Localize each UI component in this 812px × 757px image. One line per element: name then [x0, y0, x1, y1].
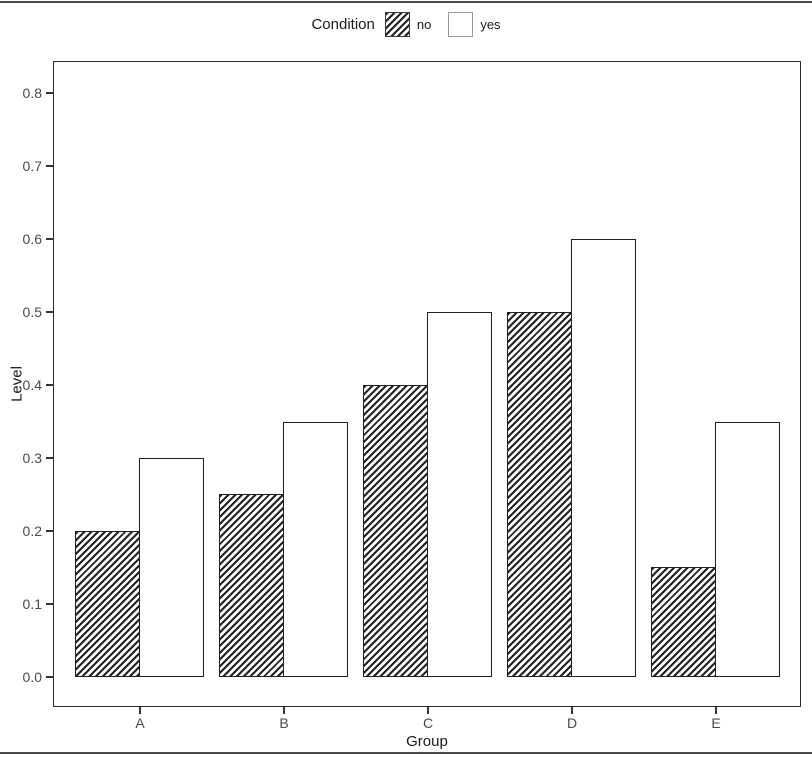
bar-no-D — [507, 312, 572, 677]
bar-yes-C — [427, 312, 492, 677]
y-axis-tick — [46, 530, 54, 532]
legend-title: Condition — [311, 15, 375, 33]
bar-no-B — [219, 494, 284, 677]
y-axis-tick-label: 0.1 — [22, 596, 42, 612]
y-axis-tick-label: 0.2 — [22, 523, 42, 539]
legend-label-no: no — [416, 16, 432, 32]
y-axis-tick-label: 0.4 — [22, 377, 42, 393]
x-axis-tick — [427, 707, 429, 714]
bar-yes-E — [715, 422, 780, 677]
y-axis-tick-label: 0.3 — [22, 450, 42, 466]
y-axis-tick — [46, 311, 54, 313]
bar-no-A — [75, 531, 140, 677]
y-axis-tick-label: 0.0 — [22, 669, 42, 685]
top-rule — [0, 1, 812, 3]
bottom-rule — [0, 752, 812, 754]
x-axis-tick-label: A — [135, 715, 145, 731]
y-axis-title: Level — [8, 366, 26, 402]
y-axis-tick — [46, 457, 54, 459]
x-axis-tick-label: B — [279, 715, 289, 731]
y-axis-tick-label: 0.5 — [22, 304, 42, 320]
y-axis-tick — [46, 238, 54, 240]
legend: Condition no yes — [0, 9, 812, 39]
y-axis-tick-label: 0.8 — [22, 85, 42, 101]
y-axis-tick — [46, 676, 54, 678]
x-axis-title: Group — [406, 733, 448, 750]
x-axis-tick-label: E — [711, 715, 721, 731]
bar-yes-D — [571, 239, 636, 677]
legend-key-yes-white-swatch — [448, 11, 474, 37]
bar-yes-B — [283, 422, 348, 677]
y-axis-tick — [46, 603, 54, 605]
bar-no-C — [363, 385, 428, 677]
bar-no-E — [651, 567, 716, 677]
x-axis-tick — [283, 707, 285, 714]
bar-yes-A — [139, 458, 204, 677]
y-axis-tick — [46, 92, 54, 94]
y-axis-tick-label: 0.7 — [22, 158, 42, 174]
x-axis-tick-label: C — [422, 715, 434, 731]
y-axis-tick — [46, 165, 54, 167]
legend-key-no-hatch-swatch — [384, 11, 410, 37]
x-axis-tick — [715, 707, 717, 714]
x-axis-tick-label: D — [566, 715, 578, 731]
y-axis-tick — [46, 384, 54, 386]
x-axis-tick — [139, 707, 141, 714]
y-axis-tick-label: 0.6 — [22, 231, 42, 247]
x-axis-tick — [571, 707, 573, 714]
legend-label-yes: yes — [480, 16, 501, 32]
